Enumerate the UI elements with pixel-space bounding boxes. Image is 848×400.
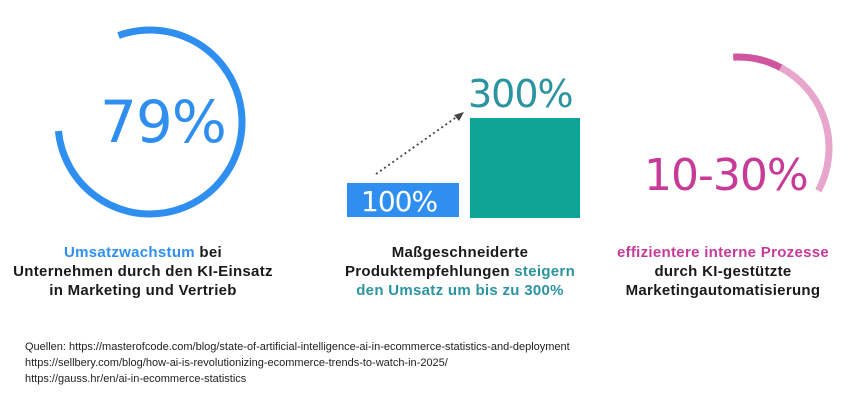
top-bar <box>470 118 580 218</box>
arrow-head-icon <box>454 112 464 121</box>
stat2-caption-line3: den Umsatz um bis zu 300% <box>356 282 564 299</box>
stat3-caption-line1: effizientere interne Prozesse <box>616 244 830 261</box>
stat2-caption-line2b: steigern <box>514 263 576 280</box>
stat1-value: 79% <box>100 88 227 156</box>
stat2-caption: Maßgeschneiderte Produktempfehlungen ste… <box>310 243 610 300</box>
growth-arrow <box>375 112 464 175</box>
base-bar <box>347 183 459 217</box>
ring-arc-79 <box>54 26 246 218</box>
source-line-2[interactable]: https://sellbery.com/blog/how-ai-is-revo… <box>25 357 448 369</box>
stat3-caption-line2: durch KI-gestützte <box>654 263 792 280</box>
stat3-caption: effizientere interne Prozesse durch KI-g… <box>598 243 848 300</box>
ring-arc-dark <box>733 53 783 71</box>
stat1-caption-line3: in Marketing und Vertrieb <box>49 282 237 299</box>
stat1-caption: Umsatzwachstum bei Unternehmen durch den… <box>0 243 286 300</box>
top-bar-label: 300% <box>468 72 574 116</box>
source-line-3[interactable]: https://gauss.hr/en/ai-in-ecommerce-stat… <box>25 373 247 385</box>
stat3-value: 10-30% <box>644 150 809 201</box>
ring-arc-light <box>779 64 833 193</box>
stat2-caption-line2a: Produktempfehlungen <box>344 263 515 280</box>
stat1-caption-highlight: Umsatzwachstum <box>64 244 195 261</box>
base-bar-label: 100% <box>361 185 438 218</box>
sources-block: Quellen: https://masterofcode.com/blog/s… <box>25 339 570 387</box>
stat3-caption-line3: Marketingautomatisierung <box>625 282 821 299</box>
stat1-caption-line2: Unternehmen durch den KI-Einsatz <box>13 263 273 280</box>
stat1-caption-rest: bei <box>194 244 222 261</box>
source-line-1[interactable]: Quellen: https://masterofcode.com/blog/s… <box>25 341 570 353</box>
stat2-caption-line1: Maßgeschneiderte <box>391 244 529 261</box>
